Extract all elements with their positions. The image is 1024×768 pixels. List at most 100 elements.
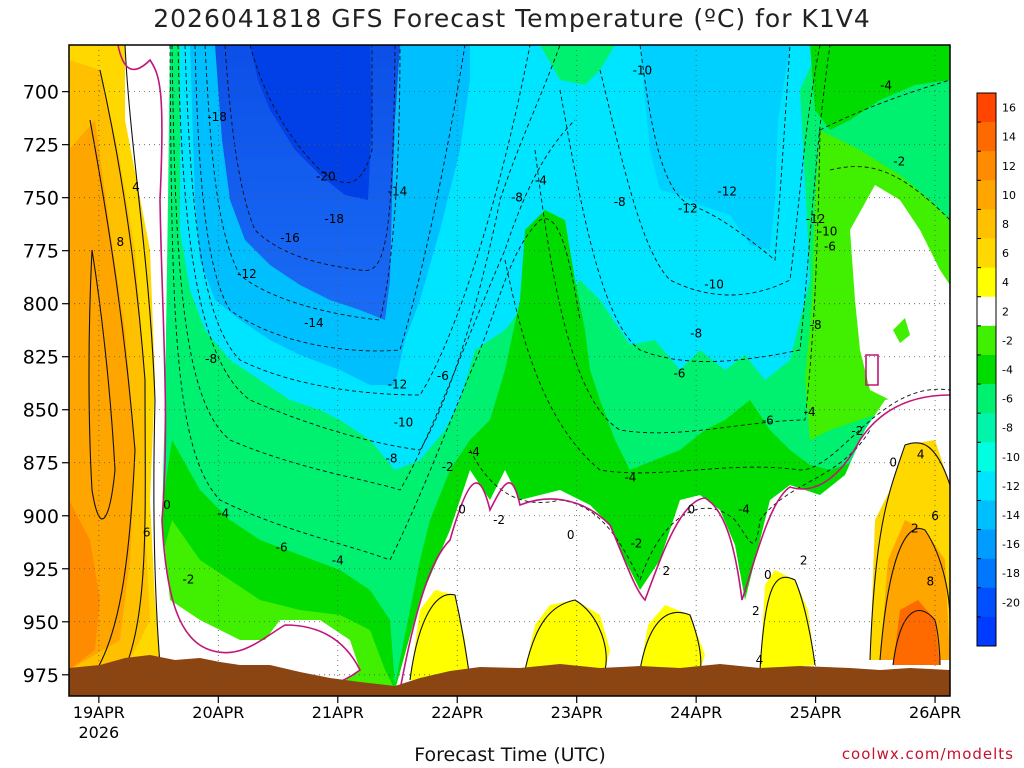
contour-label: -2 (182, 572, 194, 586)
freezing-line-west (117, 45, 362, 691)
contour-plus2-bump-23apr (524, 599, 607, 671)
fill-region-zero-mid (395, 395, 950, 696)
y-tick-label: 700 (23, 82, 59, 104)
freezing-line-island (865, 354, 879, 386)
contour-minus2-upper (829, 166, 950, 221)
contour-label: -18 (207, 110, 227, 124)
y-tick-label: 900 (23, 506, 59, 528)
y-tick-label: 975 (23, 665, 59, 687)
colorbar-swatch (977, 616, 996, 647)
contour-label: -6 (824, 239, 836, 253)
colorbar-swatch (977, 558, 996, 589)
contour-label: 2 (800, 553, 808, 567)
colorbar-label: -6 (1002, 393, 1013, 406)
contour-label: -10 (394, 415, 414, 429)
colorbar-swatch (977, 238, 996, 269)
contour-label: 2 (911, 521, 919, 535)
terrain (69, 655, 950, 696)
gridlines (69, 45, 950, 696)
fill-region-zero-ne (850, 185, 950, 400)
contour-label: -4 (535, 174, 547, 188)
contour-label: 4 (756, 653, 764, 667)
contour-plus8-west (88, 249, 116, 520)
contour-label: -10 (633, 63, 653, 77)
x-tick-label: 23APR (551, 703, 603, 722)
contour-label: 2 (662, 564, 670, 578)
contour-label: 0 (688, 502, 696, 516)
contour-label: -12 (237, 267, 257, 281)
contour-label: 4 (917, 447, 925, 461)
y-tick-label: 950 (23, 612, 59, 634)
contour-label: -6 (673, 367, 685, 381)
contour-label: -12 (388, 377, 408, 391)
contour-minus8-east (559, 45, 831, 362)
x-tick-label: 21APR (312, 703, 364, 722)
colorbar-swatch (977, 384, 996, 414)
contour-label: -2 (493, 513, 505, 527)
colorbar-frame (976, 92, 997, 647)
colorbar-label: -18 (1002, 567, 1020, 580)
contour-label: -4 (468, 445, 480, 459)
contour-label: 0 (764, 568, 772, 582)
fill-region-warm-west-4 (69, 500, 100, 670)
contour-minus12 (184, 45, 531, 396)
positive-contours (88, 45, 950, 681)
contour-label: -20 (316, 169, 336, 183)
colorbar: 16 14 12 10 8 6 4 2 -2 -4 -6 -8 -10 -12 -14 -16 -18 -20 (976, 92, 1020, 647)
contour-minus4-upper (819, 79, 950, 131)
contour-label: -14 (304, 316, 324, 330)
colorbar-swatch (977, 587, 996, 618)
y-tick-label: 750 (23, 188, 59, 210)
fill-region-warm-bump-22apr (410, 590, 470, 680)
x-tick-label: 24APR (670, 703, 722, 722)
contour-label: -8 (386, 452, 398, 466)
colorbar-swatch (977, 471, 996, 501)
contour-label: 0 (567, 528, 575, 542)
contour-label: -4 (217, 507, 229, 521)
contour-label: -4 (738, 502, 750, 516)
contour-label: -6 (276, 541, 288, 555)
contour-label: -2 (630, 536, 642, 550)
contour-minus18 (224, 45, 396, 271)
contour-label: -6 (762, 413, 774, 427)
colorbar-label: -4 (1002, 364, 1013, 377)
contour-plus2-bump-24apr (639, 612, 702, 671)
colorbar-swatch (977, 122, 996, 152)
colorbar-label: -8 (1002, 422, 1013, 435)
contour-minus6-east (534, 129, 821, 434)
fill-region-warm-bump-25apr (760, 570, 815, 670)
colorbar-swatch (977, 151, 996, 181)
contour-label: -4 (332, 553, 344, 567)
colorbar-label: -12 (1002, 480, 1020, 493)
contour-label: -4 (880, 78, 892, 92)
plot-frame (68, 44, 951, 697)
colorbar-label: 6 (1002, 247, 1009, 260)
contour-minus10-east (599, 45, 821, 296)
colorbar-label: -2 (1002, 334, 1013, 347)
freezing-contours (117, 45, 950, 691)
x-tick-label: 19APR (73, 703, 125, 722)
y-tick-label: 825 (23, 347, 59, 369)
credit-link[interactable]: coolwx.com/modelts (841, 745, 1014, 763)
colorbar-label: 8 (1002, 218, 1009, 231)
contour-minus16 (204, 45, 401, 321)
fill-region-green-island (893, 318, 910, 343)
y-tick-label: 775 (23, 241, 59, 263)
contour-label: -10 (818, 225, 838, 239)
freezing-line-mid (399, 394, 950, 691)
contour-plus2-bump-25apr (759, 576, 816, 671)
contour-label: -12 (678, 201, 698, 215)
x-tick-label: 25APR (790, 703, 842, 722)
contour-minus10 (177, 45, 561, 451)
contour-label: -2 (851, 424, 863, 438)
y-axis: 700 725 750 775 800 825 850 875 900 925 950 975 (23, 82, 69, 687)
x-tick-label: 26APR (909, 703, 961, 722)
colorbar-swatch (977, 180, 996, 210)
contour-label: -8 (511, 191, 523, 205)
contour-label: 2 (752, 604, 760, 618)
negative-contours (169, 45, 950, 582)
colorbar-label: 2 (1002, 305, 1009, 318)
colorbar-swatch (977, 267, 996, 298)
contour-label: -2 (893, 155, 905, 169)
